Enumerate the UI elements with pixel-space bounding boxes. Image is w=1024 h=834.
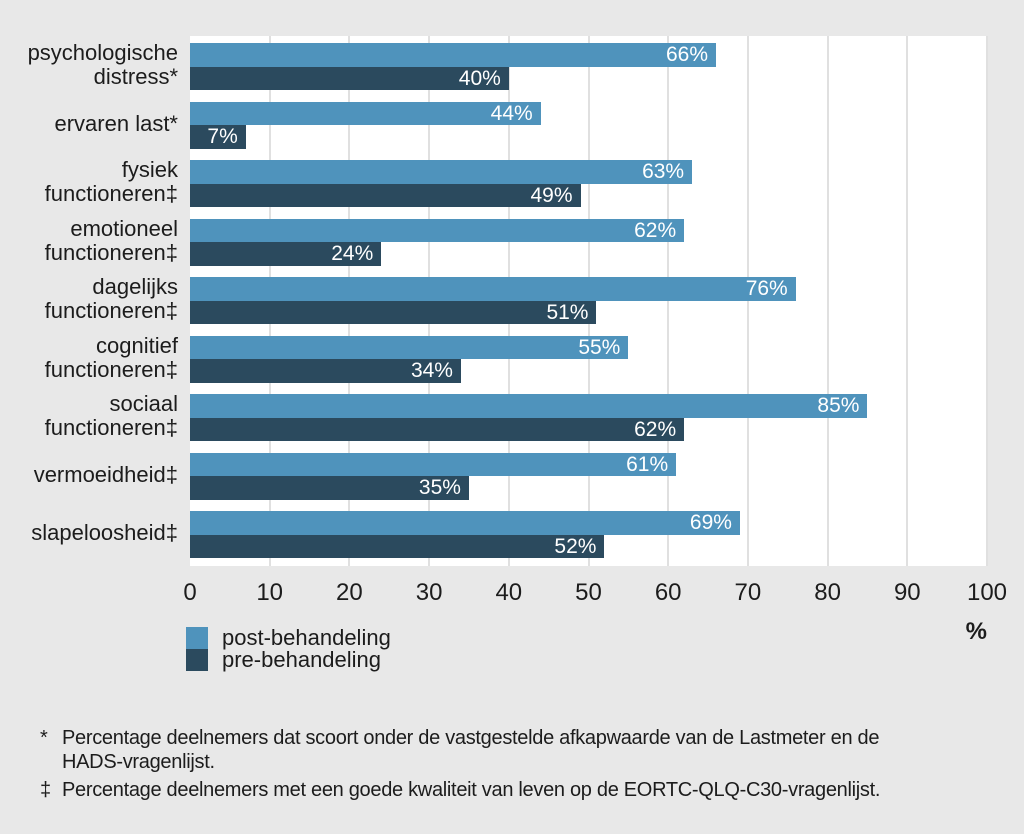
bar-value-label: 52% xyxy=(554,534,597,558)
bar-value-label: 35% xyxy=(418,476,461,500)
bar-value-label: 76% xyxy=(745,277,788,301)
bar-post-behandeling: 61% xyxy=(190,452,677,476)
plot-area: 66% 40% 44% 7% 63% 49% 62% 24% 76% 51% 55% 34% 85% 62… xyxy=(190,36,988,566)
bar-value-label: 55% xyxy=(578,335,621,359)
bar-rows: 66% 40% 44% 7% 63% 49% 62% 24% 76% 51% 55% 34% 85% 62… xyxy=(190,36,987,566)
bar-post-behandeling: 62% xyxy=(190,218,685,242)
bar-post-behandeling: 55% xyxy=(190,335,629,359)
category-label: sociaal functioneren‡ xyxy=(44,391,178,441)
bar-row: 55% 34% xyxy=(190,329,987,388)
category-label: ervaren last* xyxy=(54,110,178,136)
bar-row: 76% 51% xyxy=(190,270,987,329)
bar-row: 61% 35% xyxy=(190,446,987,505)
gridline xyxy=(986,36,988,566)
x-tick-label: 10 xyxy=(256,579,284,606)
x-tick-label: 90 xyxy=(893,579,921,606)
x-tick-label: 100 xyxy=(966,579,1008,606)
bar-value-label: 85% xyxy=(817,394,860,418)
category-label: emotioneel functioneren‡ xyxy=(44,215,178,265)
gridline xyxy=(746,36,749,566)
footnote: ‡ Percentage deelnemers met een goede kwa… xyxy=(40,778,990,802)
x-axis: 0 10 20 30 40 50 60 70 80 90 100 xyxy=(183,579,1007,606)
category-label: vermoeidheid‡ xyxy=(33,461,178,487)
legend: post-behandeling pre-behandeling xyxy=(186,627,391,671)
legend-label-post-behandeling: post-behandeling xyxy=(222,625,391,650)
gridline xyxy=(826,36,829,566)
gridline xyxy=(667,36,670,566)
bar-pre-behandeling: 34% xyxy=(190,359,461,383)
bar-pre-behandeling: 62% xyxy=(190,417,685,441)
category-label: slapeloosheid‡ xyxy=(31,520,178,546)
legend-item-pre-behandeling: pre-behandeling xyxy=(186,649,391,671)
bar-row: 63% 49% xyxy=(190,153,987,212)
x-tick-label: 80 xyxy=(814,579,841,606)
bar-post-behandeling: 76% xyxy=(190,277,796,301)
axis-unit-label: % xyxy=(965,618,987,645)
bar-value-label: 49% xyxy=(530,183,573,207)
bar-post-behandeling: 66% xyxy=(190,43,717,67)
category-labels: psychologische distress* ervaren last* fysi… xyxy=(0,36,178,566)
footnote-text: Percentage deelnemers met een goede kwal… xyxy=(62,779,881,801)
x-tick-label: 40 xyxy=(495,579,523,606)
bar-value-label: 51% xyxy=(546,300,589,324)
bar-value-label: 44% xyxy=(490,101,533,125)
bar-value-label: 24% xyxy=(331,242,374,266)
category-label: fysiek functioneren‡ xyxy=(44,157,178,207)
bar-pre-behandeling: 35% xyxy=(190,476,469,500)
bar-post-behandeling: 69% xyxy=(190,511,740,535)
bar-value-label: 63% xyxy=(642,160,685,184)
bar-pre-behandeling: 7% xyxy=(190,125,246,149)
legend-label-pre-behandeling: pre-behandeling xyxy=(222,647,382,672)
legend-item-post-behandeling: post-behandeling xyxy=(186,627,391,649)
bar-row: 85% 62% xyxy=(190,387,987,446)
bar-row: 69% 52% xyxy=(190,504,987,563)
bar-value-label: 69% xyxy=(689,511,732,535)
bar-value-label: 40% xyxy=(458,66,501,90)
x-tick-label: 0 xyxy=(183,579,197,606)
bar-post-behandeling: 44% xyxy=(190,101,541,125)
bar-value-label: 62% xyxy=(634,417,677,441)
bar-row: 62% 24% xyxy=(190,212,987,271)
bar-value-label: 61% xyxy=(626,452,669,476)
legend-swatch-post-behandeling xyxy=(186,627,208,649)
bar-value-label: 34% xyxy=(410,359,453,383)
footnote: * Percentage deelnemers dat scoort onder … xyxy=(40,726,990,774)
bar-value-label: 7% xyxy=(207,125,238,149)
bar-pre-behandeling: 51% xyxy=(190,300,597,324)
footnote-symbol: ‡ xyxy=(40,779,51,801)
bar-pre-behandeling: 52% xyxy=(190,534,605,558)
category-label: cognitief functioneren‡ xyxy=(44,332,178,382)
bar-value-label: 62% xyxy=(634,218,677,242)
category-label: dagelijks functioneren‡ xyxy=(44,274,178,324)
footnotes: * Percentage deelnemers dat scoort onder … xyxy=(40,726,990,806)
x-tick-label: 30 xyxy=(415,579,443,606)
category-label: psychologische distress* xyxy=(27,40,178,90)
bar-row: 66% 40% xyxy=(190,36,987,95)
x-tick-label: 70 xyxy=(734,579,762,606)
bar-post-behandeling: 63% xyxy=(190,160,693,184)
footnote-symbol: * xyxy=(40,727,48,749)
bar-post-behandeling: 85% xyxy=(190,394,868,418)
bar-pre-behandeling: 40% xyxy=(190,66,509,90)
bar-row: 44% 7% xyxy=(190,95,987,154)
x-tick-label: 20 xyxy=(336,579,363,606)
gridline xyxy=(906,36,909,566)
bar-value-label: 66% xyxy=(665,43,709,67)
x-tick-label: 50 xyxy=(575,579,602,606)
bar-pre-behandeling: 49% xyxy=(190,183,581,207)
footnote-text: Percentage deelnemers dat scoort onder d… xyxy=(62,727,880,773)
x-tick-label: 60 xyxy=(654,579,682,606)
legend-swatch-pre-behandeling xyxy=(186,649,208,671)
bar-pre-behandeling: 24% xyxy=(190,242,382,266)
